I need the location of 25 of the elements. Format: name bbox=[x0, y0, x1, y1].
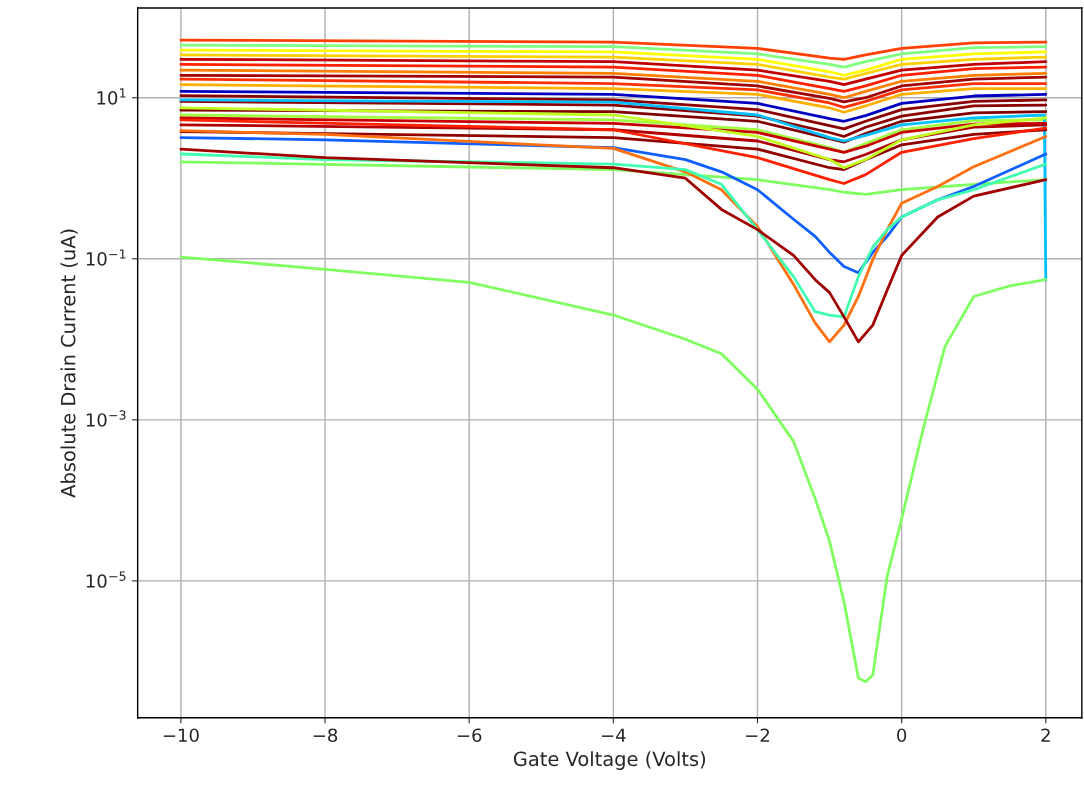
line-series bbox=[179, 83, 1048, 114]
y-tick-label: 10$^{−5}$ bbox=[86, 571, 126, 588]
x-tick-label: −6 bbox=[457, 728, 482, 743]
line-series bbox=[179, 98, 1048, 282]
x-tick-label: −8 bbox=[313, 728, 338, 743]
y-axis-title: Absolute Drain Current (uA) bbox=[60, 229, 78, 498]
line-series bbox=[179, 48, 1048, 77]
x-tick-label: 0 bbox=[897, 728, 907, 743]
line-series bbox=[179, 53, 1048, 81]
y-tick-label: 10$^{−1}$ bbox=[86, 249, 126, 266]
line-series bbox=[179, 89, 1048, 123]
y-tick-label: 10$^{−3}$ bbox=[86, 410, 126, 427]
x-tick-label: −2 bbox=[746, 728, 769, 742]
line-series bbox=[179, 255, 1048, 684]
line-series bbox=[179, 57, 1048, 87]
y-tick-label: 10$^{1}$ bbox=[97, 88, 126, 105]
line-series bbox=[179, 118, 1048, 185]
line-series bbox=[179, 106, 1048, 170]
x-tick-label: −10 bbox=[163, 728, 199, 743]
line-series bbox=[179, 43, 1048, 69]
line-series bbox=[179, 62, 1048, 93]
x-axis-title: Gate Voltage (Volts) bbox=[513, 751, 706, 770]
x-tick-label: 2 bbox=[1041, 728, 1050, 742]
line-series bbox=[179, 38, 1048, 61]
x-tick-label: −4 bbox=[601, 728, 626, 742]
